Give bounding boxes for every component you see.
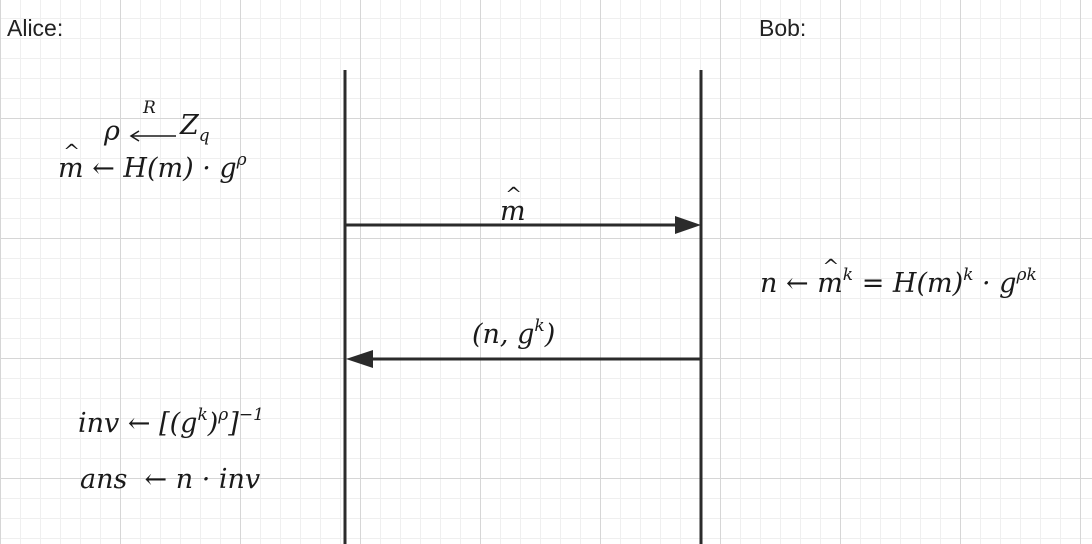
message-label-to-bob: m (500, 198, 526, 225)
inverse-sup3: −1 (238, 405, 264, 425)
bob-step-part2: = H(m) (853, 268, 964, 299)
random-arrow-label: R (143, 98, 156, 118)
ans-symbol: ans (80, 464, 128, 495)
rho-symbol: ρ (104, 116, 120, 147)
inverse-sup2: ρ (218, 405, 229, 425)
alice-step-random-rho: ρ (104, 118, 120, 145)
answer-rhs: ← n · inv (144, 464, 261, 495)
m-hat-symbol: m (58, 155, 84, 182)
arrowhead-right-icon (675, 216, 701, 234)
alice-step-blind: m ← H(m) · gρ (58, 150, 247, 184)
bob-step-sup1: k (842, 265, 854, 285)
group-z-symbol: Z (180, 110, 199, 141)
bob-step-sup2: k (963, 265, 974, 285)
alice-step-answer: ans ← n · inv (80, 466, 260, 493)
inv-symbol: inv (78, 408, 120, 439)
message-label-to-alice: (n, gk) (472, 316, 556, 350)
reply-label-start: (n, g (472, 319, 535, 350)
reply-label-sup: k (534, 316, 545, 336)
inverse-sup1: k (197, 405, 208, 425)
bob-step-m-hat: m (817, 270, 843, 297)
inverse-end: ] (228, 408, 239, 439)
random-arrow-head-icon (129, 130, 140, 142)
group-z-subscript: q (198, 126, 210, 146)
blind-rhs: ← H(m) · g (92, 153, 237, 184)
arrowhead-left-icon (346, 350, 373, 368)
blind-rhs-sup: ρ (236, 150, 247, 170)
bob-step-sup3: ρk (1016, 265, 1037, 285)
reply-label-end: ) (544, 319, 556, 350)
alice-label: Alice: (7, 15, 64, 41)
bob-step-part3: · g (973, 268, 1017, 299)
message-m-hat: m (500, 198, 526, 225)
alice-step-group-z: Zq (180, 112, 210, 145)
bob-step-part1: n ← (760, 268, 818, 299)
bob-label: Bob: (759, 15, 807, 41)
bob-step-sign: n ← mk = H(m)k · gρk (760, 265, 1037, 299)
inverse-mid: ) (207, 408, 219, 439)
alice-step-inverse: inv ← [(gk)ρ]−1 (78, 405, 264, 439)
inverse-part1: ← [(g (127, 408, 198, 439)
